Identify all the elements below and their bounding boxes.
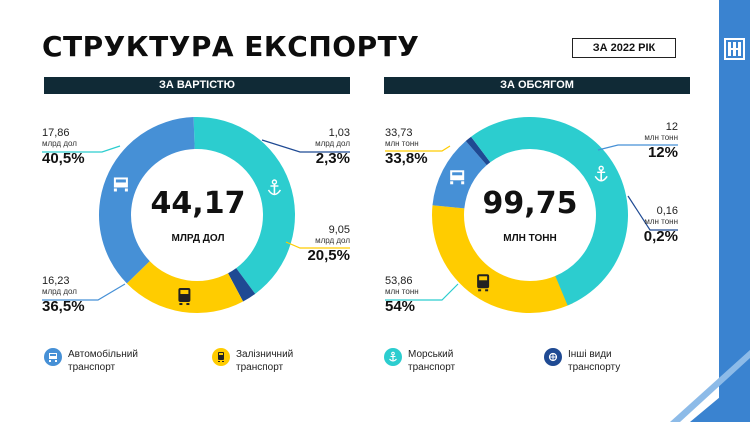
anchor-icon xyxy=(384,348,402,366)
center-value-value: 44,17 xyxy=(150,186,246,221)
leader-line xyxy=(597,144,678,151)
legend-label-other-2: транспорту xyxy=(568,362,621,373)
legend-label-rail-2: транспорт xyxy=(236,362,284,373)
center-unit-volume: МЛН ТОНН xyxy=(503,233,557,244)
legend-item-sea: Морський транспорт xyxy=(384,348,498,374)
slice-train xyxy=(432,205,573,313)
leader-line xyxy=(385,283,459,301)
slice-train xyxy=(126,261,244,313)
leader-line xyxy=(42,283,126,301)
slice-anchor xyxy=(193,117,295,294)
donut-chart-value xyxy=(98,117,295,313)
slice-label-other-volume: 0,16 млн тонн 0,2% xyxy=(643,205,678,245)
brand-band xyxy=(719,0,750,422)
slice-label-auto-volume: 12 млн тонн 12% xyxy=(644,121,678,161)
leader-line xyxy=(42,145,121,153)
slice-label-rail-volume: 33,73 млн тонн 33,8% xyxy=(385,127,428,167)
legend-label-auto-1: Автомобільний xyxy=(68,349,138,360)
slice-label-sea-value: 17,86 млрд дол 40,5% xyxy=(42,127,85,167)
legend-label-sea-1: Морський xyxy=(408,349,454,360)
truck-icon xyxy=(113,177,128,192)
truck-icon xyxy=(450,170,465,185)
slice-icons xyxy=(113,165,608,306)
legend-item-auto: Автомобільний транспорт xyxy=(44,348,158,374)
truck-icon xyxy=(44,348,62,366)
slice-label-rail-value: 9,05 млрд дол 20,5% xyxy=(307,224,350,264)
center-unit-value: МЛРД ДОЛ xyxy=(171,233,225,244)
leader-line xyxy=(285,241,350,249)
section-header-volume: ЗА ОБСЯГОМ xyxy=(384,77,690,94)
slice-label-auto-value: 16,23 млрд дол 36,5% xyxy=(42,275,85,315)
train-icon xyxy=(477,274,490,292)
leader-line xyxy=(385,145,451,152)
train-icon xyxy=(212,348,230,366)
anchor-icon xyxy=(267,179,282,196)
slice-truck xyxy=(98,117,195,284)
leader-line xyxy=(261,139,350,153)
legend-item-other: Інші види транспорту xyxy=(544,348,658,374)
train-icon xyxy=(178,288,191,306)
slice-other xyxy=(228,268,256,302)
brand-logo-icon xyxy=(724,38,745,60)
leader-lines xyxy=(42,139,678,301)
legend-label-rail-1: Залізничний xyxy=(236,349,294,360)
slice-label-other-value: 1,03 млрд дол 2,3% xyxy=(315,127,350,167)
slice-anchor xyxy=(471,116,628,306)
center-value-volume: 99,75 xyxy=(482,186,578,221)
year-badge: ЗА 2022 РІК xyxy=(572,38,676,58)
legend-label-other-1: Інші види xyxy=(568,349,612,360)
slice-label-sea-volume: 53,86 млн тонн 54% xyxy=(385,275,419,315)
legend-label-sea-2: транспорт xyxy=(408,362,456,373)
leader-line xyxy=(627,195,678,231)
anchor-icon xyxy=(594,165,608,182)
legend-label-auto-2: транспорт xyxy=(68,362,116,373)
corner-decoration xyxy=(670,350,750,422)
other-transport-icon xyxy=(544,348,562,366)
legend-item-rail: Залізничний транспорт xyxy=(212,348,326,374)
page-title: СТРУКТУРА ЕКСПОРТУ xyxy=(42,30,420,63)
slice-other xyxy=(465,136,491,166)
section-header-value: ЗА ВАРТІСТЮ xyxy=(44,77,350,94)
